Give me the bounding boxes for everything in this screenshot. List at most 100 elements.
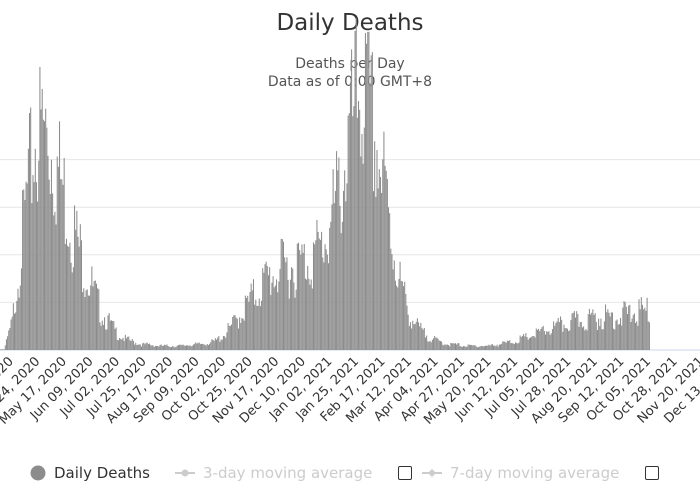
daily-deaths-bar[interactable]: [311, 288, 313, 350]
daily-deaths-bar[interactable]: [9, 327, 11, 350]
daily-deaths-bar[interactable]: [400, 280, 402, 350]
daily-deaths-bar[interactable]: [257, 305, 259, 350]
daily-deaths-bar[interactable]: [379, 177, 381, 350]
daily-deaths-bar[interactable]: [16, 300, 18, 350]
daily-deaths-bar[interactable]: [229, 325, 231, 350]
daily-deaths-bar[interactable]: [123, 341, 125, 350]
daily-deaths-bar[interactable]: [510, 343, 512, 350]
daily-deaths-bar[interactable]: [37, 201, 39, 350]
daily-deaths-bar[interactable]: [284, 257, 286, 350]
legend-item-daily-deaths[interactable]: Daily Deaths: [30, 461, 150, 485]
daily-deaths-bar[interactable]: [246, 298, 248, 350]
daily-deaths-bar[interactable]: [467, 344, 469, 350]
daily-deaths-bar[interactable]: [570, 320, 572, 350]
daily-deaths-bar[interactable]: [625, 306, 627, 350]
daily-deaths-bar[interactable]: [456, 344, 458, 350]
daily-deaths-bar[interactable]: [232, 316, 234, 350]
daily-deaths-bar[interactable]: [398, 279, 400, 350]
daily-deaths-bar[interactable]: [562, 331, 564, 350]
daily-deaths-bar[interactable]: [160, 344, 162, 350]
daily-deaths-bar[interactable]: [332, 169, 334, 350]
daily-deaths-bar[interactable]: [549, 334, 551, 350]
daily-deaths-bar[interactable]: [33, 182, 35, 350]
daily-deaths-bar[interactable]: [291, 267, 293, 350]
daily-deaths-bar[interactable]: [568, 331, 570, 350]
daily-deaths-bar[interactable]: [638, 299, 640, 350]
daily-deaths-bar[interactable]: [461, 346, 463, 350]
daily-deaths-bar[interactable]: [593, 314, 595, 350]
daily-deaths-bar[interactable]: [233, 315, 235, 350]
daily-deaths-bar[interactable]: [571, 313, 573, 350]
daily-deaths-bar[interactable]: [346, 183, 348, 350]
daily-deaths-bar[interactable]: [304, 278, 306, 350]
daily-deaths-bar[interactable]: [375, 196, 377, 350]
daily-deaths-bar[interactable]: [576, 311, 578, 350]
daily-deaths-bar[interactable]: [59, 121, 61, 350]
daily-deaths-bar[interactable]: [121, 339, 123, 350]
daily-deaths-bar[interactable]: [578, 326, 580, 350]
daily-deaths-bar[interactable]: [256, 305, 258, 350]
daily-deaths-bar[interactable]: [550, 333, 552, 350]
daily-deaths-bar[interactable]: [591, 312, 593, 350]
daily-deaths-bar[interactable]: [4, 345, 6, 350]
daily-deaths-bar[interactable]: [224, 336, 226, 350]
daily-deaths-bar[interactable]: [393, 260, 395, 350]
daily-deaths-bar[interactable]: [546, 331, 548, 350]
daily-deaths-bar[interactable]: [541, 327, 543, 350]
daily-deaths-bar[interactable]: [239, 317, 241, 350]
daily-deaths-bar[interactable]: [547, 331, 549, 350]
daily-deaths-bar[interactable]: [318, 238, 320, 350]
daily-deaths-bar[interactable]: [97, 288, 99, 350]
daily-deaths-bar[interactable]: [645, 310, 647, 350]
daily-deaths-bar[interactable]: [336, 151, 338, 350]
daily-deaths-bar[interactable]: [416, 318, 418, 350]
daily-deaths-bar[interactable]: [331, 204, 333, 350]
daily-deaths-bar[interactable]: [615, 320, 617, 350]
daily-deaths-bar[interactable]: [517, 343, 519, 350]
daily-deaths-bar[interactable]: [609, 316, 611, 350]
daily-deaths-bar[interactable]: [495, 346, 497, 350]
daily-deaths-bar[interactable]: [300, 254, 302, 350]
daily-deaths-bar[interactable]: [264, 264, 266, 350]
daily-deaths-bar[interactable]: [82, 292, 84, 350]
daily-deaths-bar[interactable]: [411, 328, 413, 350]
daily-deaths-bar[interactable]: [529, 337, 532, 350]
daily-deaths-bar[interactable]: [26, 183, 28, 350]
checkbox-7-day-moving-average[interactable]: [645, 466, 659, 480]
daily-deaths-bar[interactable]: [368, 31, 370, 350]
daily-deaths-bar[interactable]: [513, 343, 515, 350]
daily-deaths-bar[interactable]: [482, 346, 484, 350]
daily-deaths-bar[interactable]: [155, 345, 158, 350]
daily-deaths-bar[interactable]: [211, 339, 213, 350]
daily-deaths-bar[interactable]: [441, 341, 443, 350]
daily-deaths-bar[interactable]: [499, 344, 502, 350]
daily-deaths-bar[interactable]: [622, 307, 624, 350]
daily-deaths-bar[interactable]: [262, 268, 264, 350]
daily-deaths-bar[interactable]: [297, 242, 300, 350]
daily-deaths-bar[interactable]: [531, 336, 533, 350]
daily-deaths-bar[interactable]: [535, 328, 537, 350]
daily-deaths-bar[interactable]: [486, 345, 488, 350]
daily-deaths-bar[interactable]: [521, 335, 523, 350]
daily-deaths-bar[interactable]: [31, 203, 33, 350]
daily-deaths-bar[interactable]: [496, 344, 498, 350]
daily-deaths-bar[interactable]: [364, 33, 366, 351]
daily-deaths-bar[interactable]: [199, 344, 201, 350]
daily-deaths-bar[interactable]: [89, 295, 91, 350]
daily-deaths-bar[interactable]: [471, 344, 473, 350]
daily-deaths-bar[interactable]: [146, 342, 148, 350]
daily-deaths-bar[interactable]: [403, 286, 405, 350]
daily-deaths-bar[interactable]: [560, 316, 562, 350]
daily-deaths-bar[interactable]: [205, 345, 207, 350]
daily-deaths-bar[interactable]: [270, 295, 272, 350]
daily-deaths-bar[interactable]: [282, 241, 284, 350]
daily-deaths-bar[interactable]: [505, 342, 507, 350]
daily-deaths-bar[interactable]: [60, 179, 62, 350]
daily-deaths-bar[interactable]: [422, 329, 424, 350]
daily-deaths-bar[interactable]: [575, 317, 577, 350]
daily-deaths-bar[interactable]: [415, 321, 417, 350]
daily-deaths-bar[interactable]: [583, 326, 585, 350]
daily-deaths-bar[interactable]: [523, 334, 525, 350]
daily-deaths-bar[interactable]: [251, 290, 253, 350]
daily-deaths-bar[interactable]: [490, 344, 492, 350]
